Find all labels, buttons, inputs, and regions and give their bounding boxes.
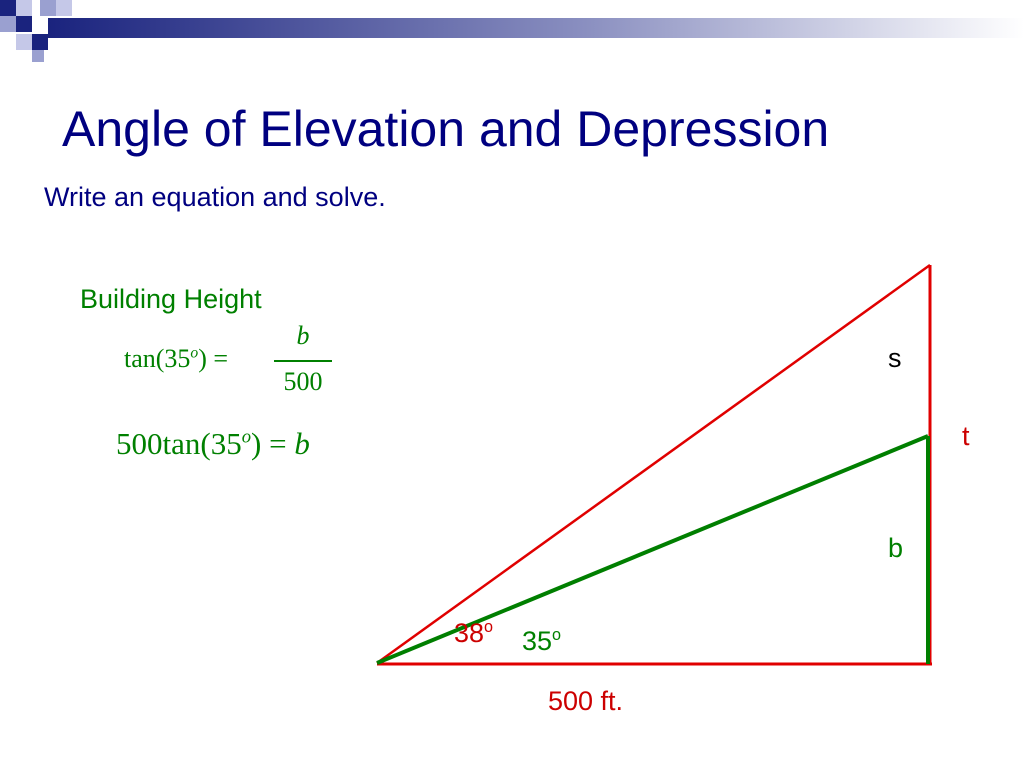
deco-square xyxy=(32,34,48,50)
deco-square xyxy=(16,34,32,50)
label-b: b xyxy=(888,533,904,563)
base-length-label: 500 ft. xyxy=(548,686,624,716)
fraction-numerator: b xyxy=(296,321,310,350)
slide-title: Angle of Elevation and Depression xyxy=(62,101,830,157)
header-rule xyxy=(48,18,1024,38)
deco-square xyxy=(56,0,72,16)
deco-square xyxy=(40,0,56,16)
header-decoration xyxy=(0,0,1024,62)
label-t: t xyxy=(962,421,970,451)
label-s: s xyxy=(888,343,902,373)
slide-subtitle: Write an equation and solve. xyxy=(44,182,386,212)
equation-ratio-lhs: tan(35o) = xyxy=(124,344,229,373)
inner-hypotenuse xyxy=(376,434,929,665)
fraction-bar xyxy=(274,360,332,362)
outer-hypotenuse xyxy=(376,263,931,665)
deco-square xyxy=(32,50,44,62)
deco-square xyxy=(0,0,16,16)
equation-fraction: b 500 xyxy=(274,320,332,398)
deco-square xyxy=(0,16,16,32)
angle-label-35: 35o xyxy=(522,626,562,656)
solution-heading: Building Height xyxy=(80,284,262,314)
deco-square xyxy=(16,16,32,32)
fraction-denominator: 500 xyxy=(283,366,323,396)
equation-solved: 500tan(35o) = b xyxy=(116,426,310,461)
angle-label-38: 38o xyxy=(454,618,494,648)
deco-square xyxy=(16,0,32,16)
